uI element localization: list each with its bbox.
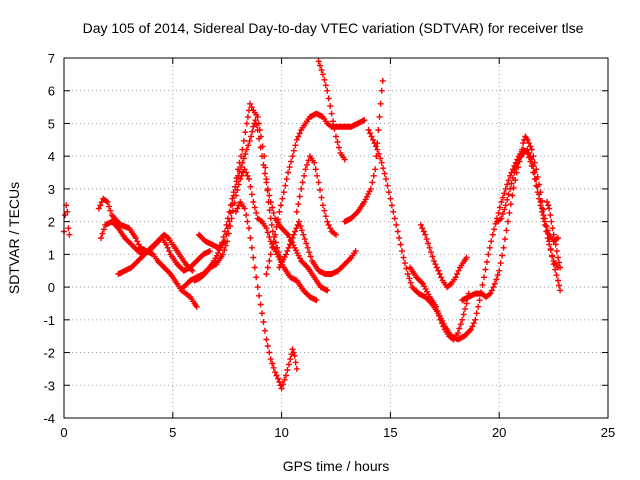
y-tick-label: -4 [43, 411, 55, 426]
series-arc-2 [95, 195, 200, 310]
plus-markers [407, 264, 472, 343]
series-arc-12 [315, 58, 348, 163]
y-tick-label: 1 [48, 247, 55, 262]
plus-markers [95, 195, 200, 310]
y-tick-label: 5 [48, 116, 55, 131]
plot-frame [63, 57, 609, 419]
y-tick-label: 4 [48, 149, 55, 164]
plus-markers [115, 231, 196, 277]
plus-markers [232, 199, 300, 392]
y-tick-label: 7 [48, 51, 55, 66]
series-arc-11 [293, 153, 339, 238]
series-arc-19 [544, 199, 564, 271]
plus-markers [293, 153, 339, 238]
plus-markers [315, 58, 348, 163]
plus-markers [61, 202, 73, 238]
x-axis-label: GPS time / hours [283, 458, 390, 474]
x-tick-label: 0 [60, 425, 67, 440]
y-tick-label: -3 [43, 378, 55, 393]
series-arc-15 [407, 264, 472, 343]
series-arc-1 [61, 202, 73, 238]
chart-title: Day 105 of 2014, Sidereal Day-to-day VTE… [83, 20, 584, 36]
plus-markers [341, 77, 386, 225]
plus-markers [191, 117, 331, 294]
series-arc-16 [417, 221, 470, 291]
x-tick-label: 15 [383, 425, 397, 440]
plus-markers [544, 199, 564, 271]
x-tick-label: 10 [274, 425, 288, 440]
plus-markers [459, 133, 564, 304]
grid [64, 58, 608, 418]
y-tick-label: 6 [48, 84, 55, 99]
axis-ticks: 0 5 10 15 20 25 -4 -3 -2 -1 0 1 2 3 4 5 6 7 [43, 51, 615, 440]
x-tick-label: 25 [601, 425, 615, 440]
series-arc-7 [195, 100, 285, 264]
x-tick-label: 20 [492, 425, 506, 440]
series-arc-6 [191, 117, 331, 294]
y-tick-label: 3 [48, 182, 55, 197]
series-arc-10 [276, 218, 359, 277]
series-arc-8 [232, 199, 300, 392]
y-tick-label: 0 [48, 280, 55, 295]
y-tick-label: -2 [43, 346, 55, 361]
series-arc-4 [115, 231, 196, 277]
plus-markers [195, 100, 285, 264]
x-tick-label: 5 [169, 425, 176, 440]
plus-markers [417, 221, 470, 291]
y-axis-label: SDTVAR / TECUs [6, 182, 22, 294]
plus-markers [276, 218, 359, 277]
y-tick-label: -1 [43, 313, 55, 328]
series-arc-13 [341, 77, 386, 225]
y-tick-label: 2 [48, 215, 55, 230]
series-arc-17 [459, 133, 564, 304]
series-layer [61, 58, 564, 392]
